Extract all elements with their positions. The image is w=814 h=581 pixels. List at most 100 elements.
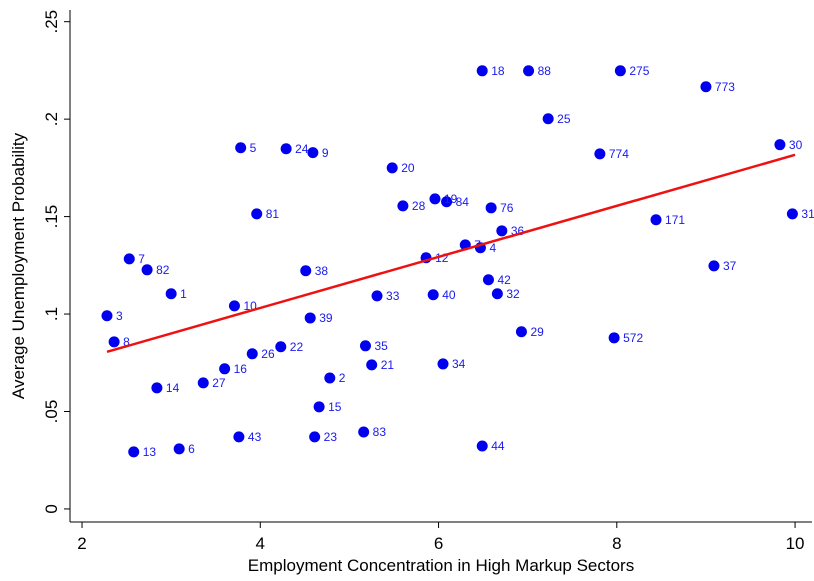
y-axis-title: Average Unemployment Probability: [9, 132, 28, 399]
point: [304, 312, 316, 324]
point: [233, 431, 245, 443]
x-axis-title: Employment Concentration in High Markup …: [248, 556, 634, 575]
point: [141, 264, 153, 276]
point: [123, 253, 135, 265]
point-label: 88: [538, 64, 552, 78]
point-label: 5: [250, 141, 257, 155]
point-label: 26: [261, 347, 275, 361]
x-tick-label: 6: [434, 534, 443, 553]
point: [542, 113, 554, 125]
point: [251, 208, 263, 220]
point-label: 81: [266, 207, 280, 221]
y-tick-label: .25: [42, 10, 61, 34]
point: [786, 208, 798, 220]
point: [313, 401, 325, 413]
point: [108, 336, 120, 348]
point: [515, 326, 527, 338]
point-label: 82: [156, 263, 170, 277]
y-tick-label: .15: [42, 205, 61, 229]
x-tick-label: 4: [256, 534, 265, 553]
y-tick-label: .1: [42, 307, 61, 321]
point: [482, 274, 494, 286]
point-label: 13: [143, 445, 157, 459]
point: [437, 358, 449, 370]
point: [386, 162, 398, 174]
point-label: 43: [248, 430, 262, 444]
point: [366, 359, 378, 371]
point: [650, 214, 662, 226]
x-tick-label: 8: [612, 534, 621, 553]
point: [173, 443, 185, 455]
point: [427, 289, 439, 301]
point-label: 14: [166, 381, 180, 395]
point-label: 84: [456, 195, 470, 209]
point-label: 171: [665, 213, 685, 227]
point: [485, 202, 497, 214]
point-label: 275: [629, 64, 649, 78]
point-label: 7: [138, 252, 145, 266]
point-label: 23: [324, 430, 338, 444]
point: [165, 288, 177, 300]
point: [476, 65, 488, 77]
point: [608, 332, 620, 344]
point-label: 44: [491, 439, 505, 453]
point: [101, 310, 113, 322]
point-label: 572: [623, 331, 643, 345]
point: [614, 65, 626, 77]
point: [700, 81, 712, 93]
point-label: 24: [295, 142, 309, 156]
point-label: 42: [497, 273, 511, 287]
point-label: 32: [506, 287, 520, 301]
point-label: 774: [609, 147, 629, 161]
point: [441, 196, 453, 208]
point: [228, 300, 240, 312]
point: [307, 147, 319, 159]
point: [594, 148, 606, 160]
point-label: 28: [412, 199, 426, 213]
point-label: 19: [444, 192, 458, 206]
point-label: 35: [374, 339, 388, 353]
point-label: 76: [500, 201, 514, 215]
point-label: 27: [212, 376, 226, 390]
point: [523, 65, 535, 77]
x-tick-label: 10: [786, 534, 805, 553]
point: [359, 340, 371, 352]
point-label: 83: [373, 425, 387, 439]
point-label: 773: [715, 80, 735, 94]
point: [235, 142, 247, 154]
point-label: 18: [491, 64, 505, 78]
point-label: 9: [322, 146, 329, 160]
point-label: 15: [328, 400, 342, 414]
y-tick-label: .2: [42, 112, 61, 126]
point: [197, 377, 209, 389]
point-label: 3: [116, 309, 123, 323]
point-label: 39: [319, 311, 333, 325]
fit-line: [106, 153, 796, 354]
point: [128, 446, 140, 458]
point: [371, 290, 383, 302]
point-label: 20: [401, 161, 415, 175]
point: [246, 348, 258, 360]
point: [280, 143, 292, 155]
point: [397, 200, 409, 212]
point: [309, 431, 321, 443]
point: [275, 341, 287, 353]
point: [219, 363, 231, 375]
point: [476, 440, 488, 452]
point-label: 38: [315, 264, 329, 278]
point-label: 40: [442, 288, 456, 302]
y-tick-label: .05: [42, 400, 61, 424]
point-label: 25: [557, 112, 571, 126]
point-label: 37: [723, 259, 737, 273]
x-tick-label: 2: [77, 534, 86, 553]
point-label: 8: [123, 335, 130, 349]
point-label: 21: [381, 358, 395, 372]
point: [151, 382, 163, 394]
point-label: 4: [489, 241, 496, 255]
point-label: 30: [789, 138, 803, 152]
point: [324, 372, 336, 384]
point-label: 2: [339, 371, 346, 385]
point: [300, 265, 312, 277]
point-label: 34: [452, 357, 466, 371]
